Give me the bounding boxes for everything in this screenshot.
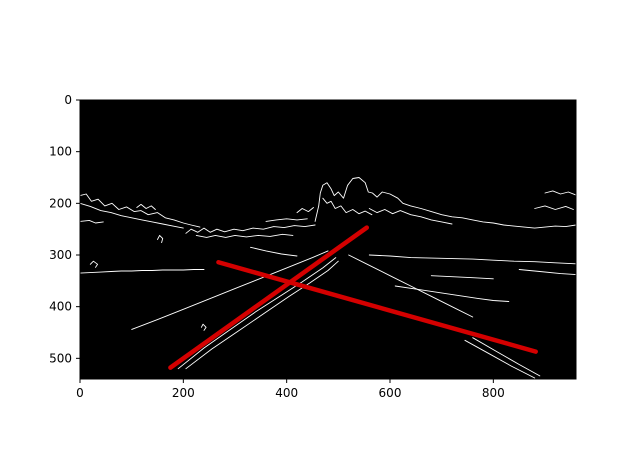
edge-contour <box>394 285 510 302</box>
edge-contour <box>534 205 574 210</box>
y-tick-label: 200 <box>49 196 72 210</box>
edge-contour <box>430 275 494 280</box>
y-tick-label: 400 <box>49 300 72 314</box>
plot-area <box>79 99 577 380</box>
edge-contour <box>79 269 205 274</box>
edge-contour <box>195 233 294 238</box>
edge-contour <box>89 260 99 268</box>
y-tick-label: 0 <box>64 93 72 107</box>
lane-line-2 <box>216 259 538 354</box>
edge-contour <box>79 219 104 224</box>
y-tick-label: 300 <box>49 248 72 262</box>
edge-contour <box>250 246 298 257</box>
edge-contour <box>177 257 337 370</box>
edge-contour <box>131 250 329 330</box>
edge-contour <box>368 208 453 225</box>
lane-line-1 <box>168 225 369 370</box>
edge-contour <box>136 203 156 210</box>
edge-contour <box>472 337 541 377</box>
edge-contour <box>322 197 373 216</box>
edge-contour <box>348 254 474 318</box>
edge-contour <box>185 260 339 370</box>
x-tick-label: 600 <box>379 386 402 400</box>
edge-contour <box>185 224 316 234</box>
edge-contour <box>79 202 184 229</box>
edge-contour <box>79 193 201 228</box>
lane-lines <box>168 225 538 370</box>
x-tick-label: 200 <box>172 386 195 400</box>
image-background <box>80 100 576 379</box>
y-tick-label: 100 <box>49 145 72 159</box>
edge-contour <box>296 207 314 214</box>
y-tick-label: 500 <box>49 351 72 365</box>
x-tick-label: 800 <box>482 386 505 400</box>
edge-contour <box>157 234 164 244</box>
x-tick-label: 0 <box>76 386 84 400</box>
edge-contour <box>544 190 577 196</box>
edge-contour <box>200 323 207 331</box>
axes-frame <box>79 99 577 380</box>
edge-contour <box>314 177 577 229</box>
edge-contour <box>464 339 536 379</box>
edge-contour <box>368 254 577 265</box>
x-tick-label: 400 <box>275 386 298 400</box>
edge-contour <box>518 269 577 276</box>
edge-strokes <box>79 177 577 379</box>
x-axis: 0 200 400 600 800 <box>76 379 505 400</box>
y-axis: 0 100 200 300 400 500 <box>49 93 80 365</box>
edge-contour <box>265 218 308 222</box>
